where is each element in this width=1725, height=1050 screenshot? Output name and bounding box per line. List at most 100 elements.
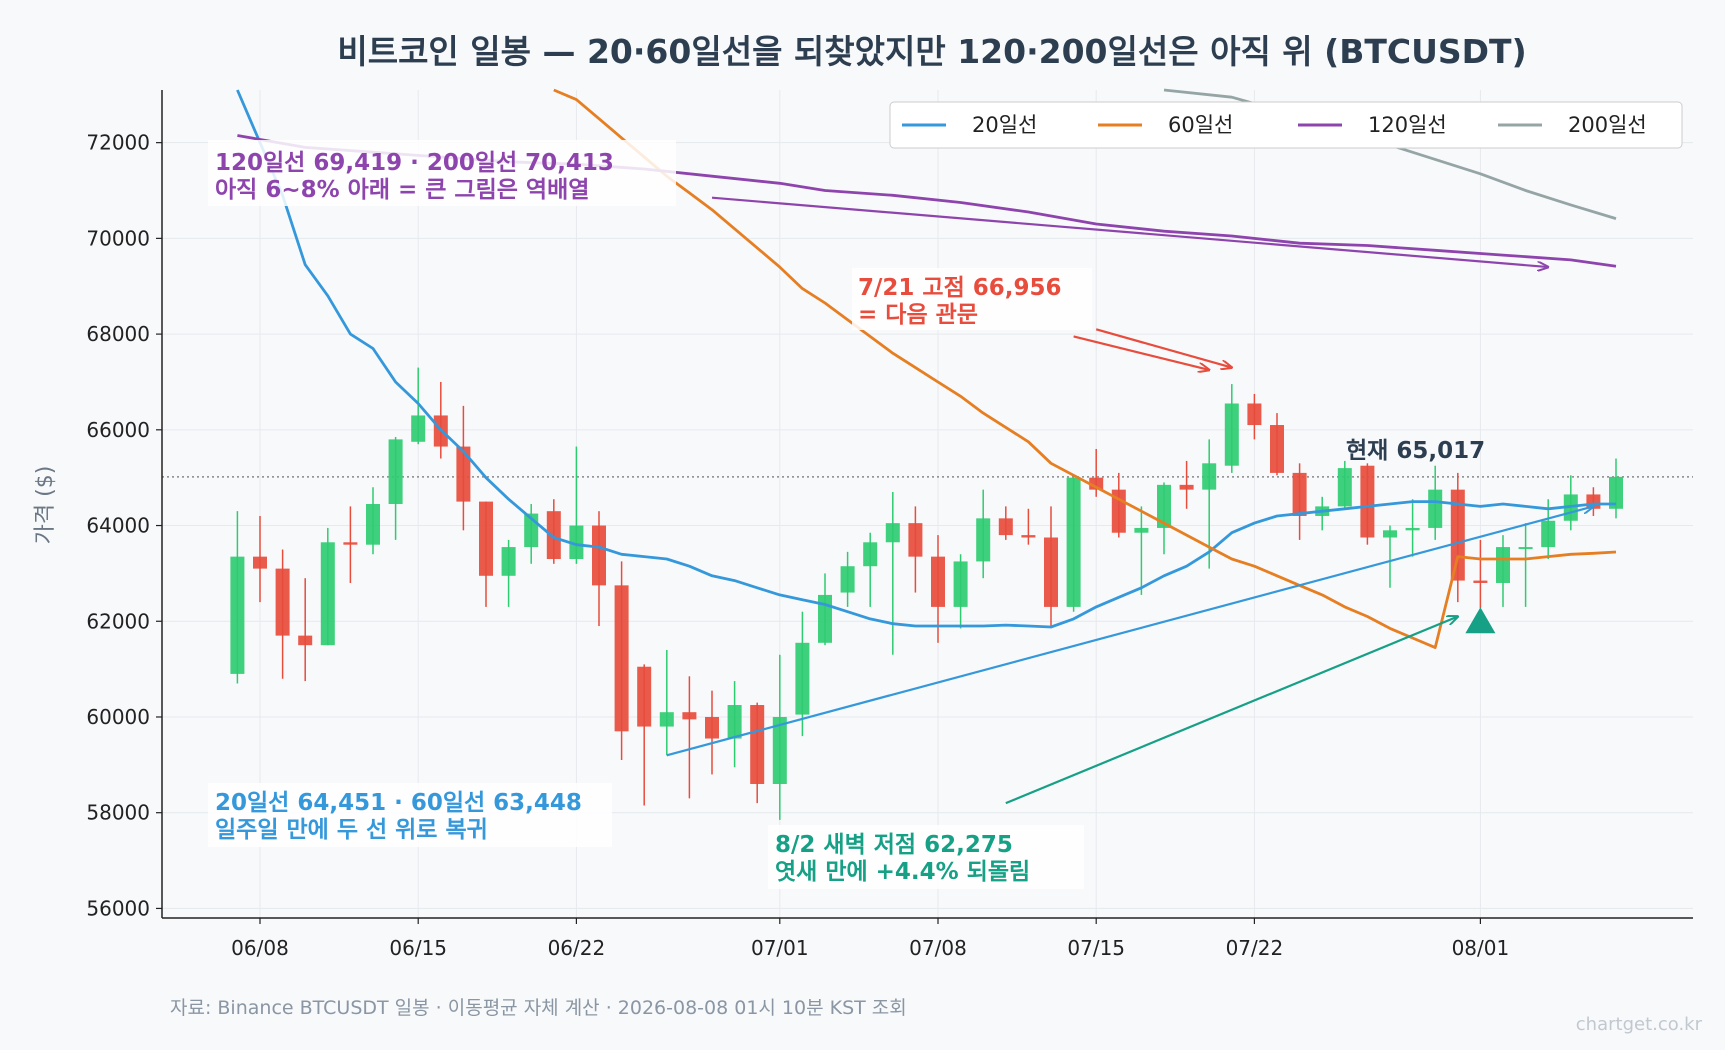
candle-body [411,415,426,442]
candle-body [1202,463,1217,490]
legend-label-0: 20일선 [972,113,1037,137]
legend-label-1: 60일선 [1168,113,1233,137]
annotation-current-label: 현재 65,017 [1346,438,1485,464]
ma-line-0 [236,89,1616,629]
legend-label-3: 200일선 [1568,113,1647,137]
candle-body [343,542,358,545]
annotation-low-line1: 8/2 새벽 저점 62,275 [775,832,1013,858]
legend-box [889,101,1683,149]
candle-body [1021,535,1036,538]
candle-body [614,585,629,732]
candle-body [1157,484,1171,528]
watermark: chartget.co.kr [1576,1014,1703,1035]
candle-body [320,542,335,646]
candle-body [1066,477,1081,607]
candle-body [501,547,516,576]
candle-body [366,504,380,545]
candle-body [1134,527,1149,533]
x-tick-label: 07/08 [909,936,967,960]
x-tick-label: 07/01 [751,936,809,960]
candle-body [569,525,584,560]
y-tick-label: 70000 [86,226,150,250]
trendlines [666,196,1594,805]
annotation-ma120: 120일선 69,419 · 200일선 70,413 아직 6~8% 아래 =… [208,140,676,206]
axes [161,90,1693,919]
candles-group [230,367,1623,820]
annotation-arrow-low [1005,616,1458,805]
annotation-low-bg [768,825,1084,889]
annotation-current: 현재 65,017 [1346,438,1485,464]
candle-body [976,518,991,562]
trendline-0 [666,506,1594,757]
annotation-high: 7/21 고점 66,956 = 다음 관문 [852,268,1092,330]
candle-body [253,556,267,569]
candle-body [1044,537,1058,607]
candle-body [1089,477,1104,490]
candle-body [908,523,923,557]
candle-body [840,566,855,593]
x-tick-label: 07/15 [1067,936,1125,960]
y-tick-label: 66000 [86,418,150,442]
low-marker-triangle [1465,607,1496,634]
candle-body [1383,530,1397,538]
candle-body [1496,547,1510,583]
annotation-low: 8/2 새벽 저점 62,275 엿새 만에 +4.4% 되돌림 [768,825,1084,889]
y-tick-label: 64000 [86,514,150,538]
y-tick-label: 72000 [86,131,150,155]
candle-body [479,501,493,576]
candle-body [998,518,1013,536]
annotation-ma20-bg [208,783,612,847]
annotation-arrow-high [1073,335,1210,370]
legend-label-2: 120일선 [1368,113,1447,137]
candle-body [1518,547,1533,550]
ma-line-1 [553,88,1617,649]
annotation-ma120-line1: 120일선 69,419 · 200일선 70,413 [215,150,614,176]
candle-body [388,439,403,504]
candle-body [298,635,313,646]
candle-body [1337,468,1352,507]
candle-body [750,705,765,784]
candle-body [546,511,561,560]
y-tick-label: 60000 [86,705,150,729]
y-tick-labels: 56000 58000 60000 62000 64000 66000 68000 70000… [86,131,162,920]
chart-title: 비트코인 일봉 — 20·60일선을 되찾았지만 120·200일선은 아직 위… [337,32,1526,71]
candle-body [1428,489,1443,528]
candle-body [1292,472,1307,516]
candle-body [772,716,787,784]
y-tick-label: 62000 [86,609,150,633]
candle-body [230,556,245,674]
candle-body [705,716,719,739]
candle-body [1473,580,1488,583]
annotation-ma20-line1: 20일선 64,451 · 60일선 63,448 [215,790,582,816]
candle-body [1179,484,1194,490]
annotation-high-line1: 7/21 고점 66,956 [858,275,1062,301]
trendline-1 [1095,328,1232,367]
candle-body [863,542,878,567]
candle-body [456,446,471,502]
candle-body [1609,476,1623,509]
source-note: 자료: Binance BTCUSDT 일봉 · 이동평균 자체 계산 · 20… [170,997,907,1019]
candle-body [1270,425,1284,473]
candle-body [637,666,652,727]
candle-body [1224,403,1239,466]
candle-body [682,712,697,720]
annotation-low-line2: 엿새 만에 +4.4% 되돌림 [775,859,1030,885]
x-tick-label: 08/01 [1452,936,1510,960]
annotation-ma20-line2: 일주일 만에 두 선 위로 복귀 [215,817,488,843]
candle-body [931,556,945,607]
x-tick-labels: 06/08 06/15 06/22 07/01 07/08 07/15 07/22 08/01 [231,918,1509,960]
candle-body [953,561,968,607]
candle-body [275,568,290,636]
y-tick-label: 68000 [86,322,150,346]
x-tick-label: 06/15 [389,936,447,960]
candle-body [1360,465,1375,538]
annotation-arrow-ma120 [711,196,1548,267]
x-tick-label: 06/08 [231,936,289,960]
annotation-high-line2: = 다음 관문 [858,302,978,328]
annotation-high-bg [852,268,1092,330]
annotation-ma120-bg [208,140,676,206]
y-axis-label: 가격 ($) [33,466,58,545]
candle-body [727,705,742,739]
x-tick-label: 06/22 [548,936,606,960]
